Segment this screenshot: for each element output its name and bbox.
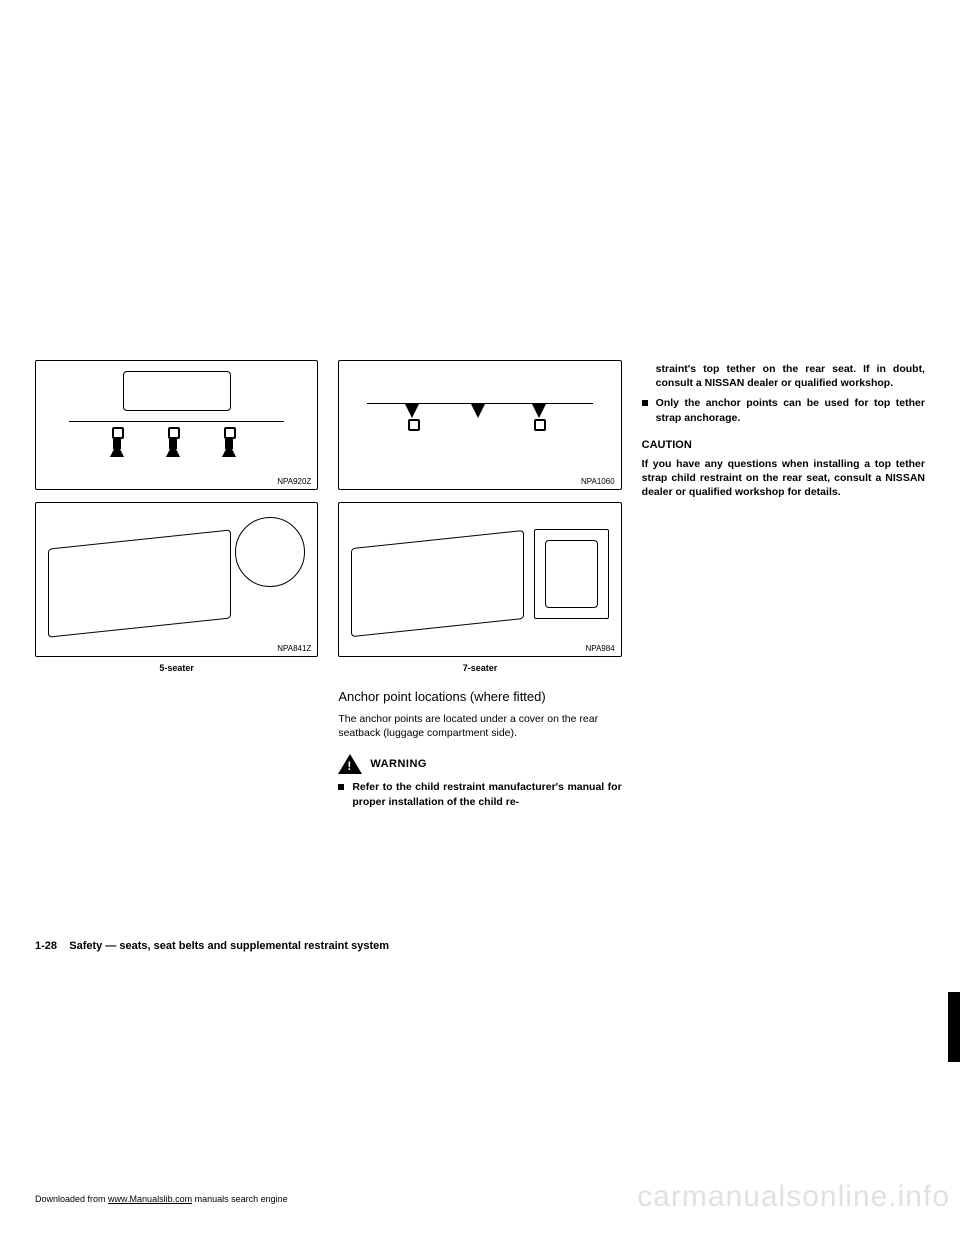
parcel-shelf xyxy=(48,529,231,637)
bullet-item: Refer to the child restraint manufacture… xyxy=(338,780,621,808)
figure-code: NPA920Z xyxy=(277,477,311,486)
warning-triangle-icon xyxy=(338,754,362,774)
warning-bullets: Refer to the child restraint manufacture… xyxy=(338,780,621,814)
anchor-square xyxy=(168,427,180,439)
figure-npa984: NPA984 xyxy=(338,502,621,657)
inset-rect xyxy=(534,529,609,619)
anchor-square xyxy=(534,419,546,431)
body-paragraph: The anchor points are located under a co… xyxy=(338,712,621,740)
figure-art xyxy=(345,509,614,638)
inset-inner xyxy=(545,540,598,608)
bullet-continuation: straint's top tether on the rear seat. I… xyxy=(642,362,925,390)
arrow-down-icon xyxy=(405,404,419,418)
caution-text: If you have any questions when installin… xyxy=(642,457,925,500)
column-2: NPA1060 NPA984 7-seater Anchor point loc… xyxy=(338,360,621,815)
page-footer: 1-28 Safety — seats, seat belts and supp… xyxy=(35,940,389,952)
caution-label: CAUTION xyxy=(642,439,925,451)
dl-prefix: Downloaded from xyxy=(35,1194,108,1204)
figure-art xyxy=(345,367,614,471)
figure-code: NPA841Z xyxy=(277,644,311,653)
warning-label: WARNING xyxy=(370,758,427,770)
columns: NPA920Z NPA841Z 5-seater xyxy=(35,360,925,815)
seat-row xyxy=(367,403,593,453)
figure-npa1060: NPA1060 xyxy=(338,360,621,490)
dl-link[interactable]: www.Manualslib.com xyxy=(108,1194,192,1204)
arrow-up-icon xyxy=(166,443,180,457)
bullet-item: Only the anchor points can be used for t… xyxy=(642,396,925,424)
figure-caption: 5-seater xyxy=(35,663,318,673)
column-1: NPA920Z NPA841Z 5-seater xyxy=(35,360,318,815)
warning-bullets-cont: straint's top tether on the rear seat. I… xyxy=(642,362,925,431)
figure-code: NPA984 xyxy=(585,644,614,653)
warning-row: WARNING xyxy=(338,754,621,774)
download-source-line: Downloaded from www.Manualslib.com manua… xyxy=(35,1194,288,1204)
parcel-shelf xyxy=(351,530,524,637)
bullet-cont-text: straint's top tether on the rear seat. I… xyxy=(656,363,925,389)
figure-npa841z: NPA841Z xyxy=(35,502,318,657)
seat-row xyxy=(69,421,284,461)
arrow-up-icon xyxy=(222,443,236,457)
anchor-square xyxy=(408,419,420,431)
figure-art xyxy=(42,509,311,638)
figure-art xyxy=(42,367,311,471)
figure-code: NPA1060 xyxy=(581,477,615,486)
section-heading: Anchor point locations (where fitted) xyxy=(338,689,621,704)
section-title: Safety — seats, seat belts and supplemen… xyxy=(69,940,389,952)
watermark: carmanualsonline.info xyxy=(637,1180,950,1214)
arrow-up-icon xyxy=(110,443,124,457)
page-content: NPA920Z NPA841Z 5-seater xyxy=(35,360,925,815)
column-3: straint's top tether on the rear seat. I… xyxy=(642,360,925,815)
arrow-down-icon xyxy=(532,404,546,418)
arrow-down-icon xyxy=(471,404,485,418)
anchor-square xyxy=(224,427,236,439)
page-number: 1-28 xyxy=(35,940,57,952)
page-edge-tab xyxy=(948,992,960,1062)
inset-box xyxy=(123,371,231,411)
anchor-square xyxy=(112,427,124,439)
inset-circle xyxy=(235,517,305,587)
dl-suffix: manuals search engine xyxy=(192,1194,288,1204)
figure-caption: 7-seater xyxy=(338,663,621,673)
figure-npa920z: NPA920Z xyxy=(35,360,318,490)
